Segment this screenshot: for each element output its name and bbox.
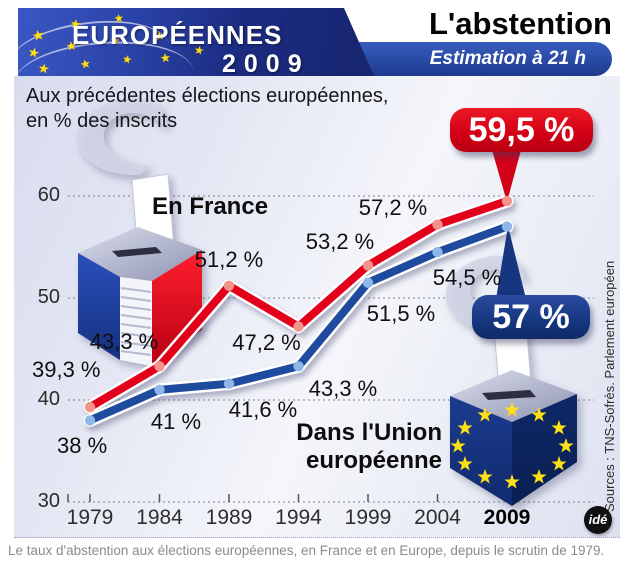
value-label-france-1989: 51,2 %: [194, 247, 264, 272]
value-label-france-2004: 57,2 %: [358, 195, 428, 220]
series-label-eu: Dans l'Union européenne: [270, 419, 442, 475]
eu-flag-star-icon: ★: [37, 60, 51, 77]
value-label-france-1984: 43,3 %: [89, 329, 159, 354]
chart-subtitle-line1: Aux précédentes élections européennes,: [26, 85, 389, 107]
eu-flag-star-icon: ★: [159, 50, 172, 66]
value-label-eu-1984: 41 %: [150, 409, 202, 434]
value-label-france-1994: 47,2 %: [232, 330, 301, 355]
value-label-eu-1994: 43,3 %: [308, 376, 378, 401]
chart-subtitle: Aux précédentes élections européennes, e…: [26, 84, 388, 134]
chart-subtitle-line2: en % des inscrits: [26, 110, 178, 132]
value-label-eu-1979: 38 %: [57, 433, 108, 458]
value-label-eu-1989: 41,6 %: [228, 397, 298, 422]
logo-title: EUROPÉENNES: [72, 20, 283, 50]
estimation-bar: Estimation à 21 h: [330, 42, 612, 76]
page-title: L'abstention: [428, 6, 612, 41]
callout-eu-2009: 57 %: [472, 295, 590, 339]
value-label-france-1979: 39,3 %: [32, 357, 101, 382]
estimation-label: Estimation à 21 h: [429, 48, 586, 69]
value-label-eu-1999: 51,5 %: [366, 301, 436, 326]
eu-flag-star-icon: ★: [78, 55, 93, 73]
series-label-eu-line2: européenne: [305, 447, 442, 474]
logo-banner: ★ ★ ★ ★ ★ ★ ★ ★ ★ ★ ★ ★ EUROPÉENNES 2009: [18, 8, 374, 76]
caption: Le taux d'abstention aux élections europ…: [8, 543, 605, 558]
eu-flag-star-icon: ★: [30, 25, 47, 45]
value-label-eu-2004: 54,5 %: [432, 265, 502, 290]
callout-france-2009: 59,5 %: [450, 108, 593, 152]
eu-flag-star-icon: ★: [121, 53, 134, 67]
value-label-france-1999: 53,2 %: [305, 229, 375, 254]
logo-year: 2009: [222, 50, 310, 78]
sources-credit: Sources : TNS-Sofrès. Parlement européen: [602, 260, 617, 512]
ide-agency-logo: idé: [584, 506, 612, 534]
series-label-eu-line1: Dans l'Union: [296, 419, 442, 446]
series-label-france: En France: [152, 193, 269, 220]
